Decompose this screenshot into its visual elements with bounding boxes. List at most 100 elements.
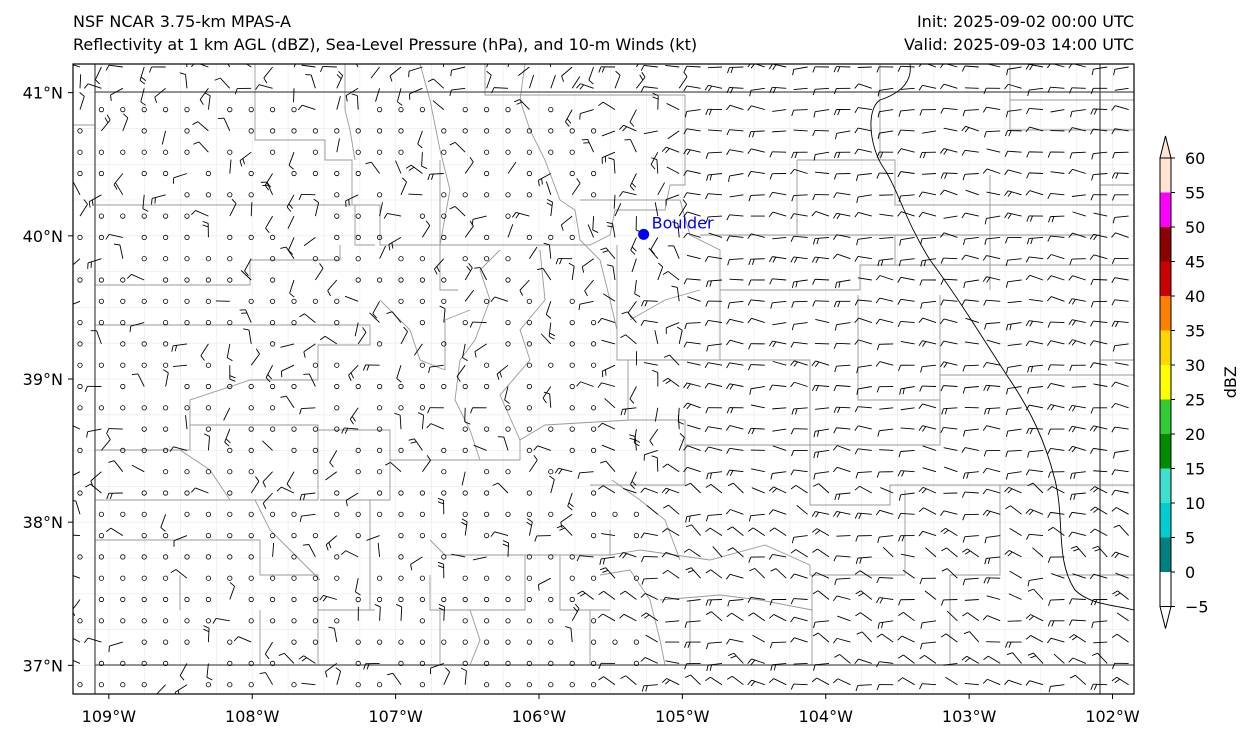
wind-barb bbox=[421, 152, 428, 170]
wind-barb bbox=[747, 679, 765, 687]
calm-wind-marker bbox=[291, 107, 297, 113]
calm-wind-marker bbox=[419, 319, 425, 326]
wind-barb bbox=[876, 471, 894, 478]
wind-barb bbox=[705, 599, 723, 606]
wind-barb bbox=[597, 382, 616, 388]
calm-wind-marker bbox=[505, 426, 511, 432]
wind-barb bbox=[1093, 383, 1108, 387]
wind-barb bbox=[200, 343, 209, 361]
wind-barb bbox=[1089, 233, 1108, 241]
wind-barb bbox=[813, 483, 830, 494]
calm-wind-marker bbox=[483, 298, 490, 304]
calm-wind-marker bbox=[462, 107, 468, 113]
calm-wind-marker bbox=[77, 277, 83, 283]
wind-barb bbox=[214, 77, 231, 89]
calm-wind-marker bbox=[419, 490, 425, 496]
wind-barb bbox=[624, 139, 637, 153]
wind-barb bbox=[747, 427, 765, 435]
calm-wind-marker bbox=[569, 447, 575, 453]
colorbar-tick-label: 50 bbox=[1185, 218, 1205, 237]
wind-barb bbox=[983, 384, 1001, 392]
wind-barb bbox=[918, 340, 937, 347]
wind-barb bbox=[1068, 657, 1086, 664]
wind-barb bbox=[685, 524, 701, 536]
wind-barb bbox=[897, 148, 915, 154]
wind-barb bbox=[683, 402, 701, 410]
calm-wind-marker bbox=[141, 639, 147, 645]
wind-barb bbox=[940, 278, 958, 285]
calm-wind-marker bbox=[227, 575, 233, 581]
wind-barb bbox=[640, 86, 658, 93]
wind-barb bbox=[408, 438, 423, 451]
wind-barb bbox=[811, 211, 830, 217]
calm-wind-marker bbox=[77, 383, 83, 390]
wind-barb bbox=[597, 317, 616, 324]
wind-barb bbox=[898, 258, 915, 267]
wind-barb bbox=[1005, 449, 1022, 458]
wind-barb bbox=[229, 582, 235, 600]
calm-wind-marker bbox=[548, 682, 554, 688]
wind-barb bbox=[355, 578, 361, 596]
calm-wind-marker bbox=[483, 192, 490, 198]
colorbar-tick-label: 0 bbox=[1185, 563, 1195, 582]
wind-barb bbox=[335, 667, 342, 685]
wind-barb bbox=[748, 194, 765, 202]
calm-wind-marker bbox=[248, 511, 254, 517]
wind-barb bbox=[854, 317, 872, 324]
wind-barb bbox=[385, 462, 402, 473]
wind-barb bbox=[262, 440, 273, 451]
calm-wind-marker bbox=[526, 447, 533, 453]
wind-barb bbox=[791, 535, 808, 544]
wind-barb bbox=[1027, 449, 1044, 458]
wind-barb bbox=[1025, 508, 1044, 516]
wind-barb bbox=[940, 107, 958, 114]
calm-wind-marker bbox=[312, 575, 318, 581]
wind-barb bbox=[456, 364, 466, 382]
calm-wind-marker bbox=[441, 192, 447, 198]
wind-barb bbox=[640, 64, 658, 71]
wind-barb bbox=[568, 262, 575, 281]
wind-barb bbox=[73, 181, 81, 196]
wind-barb bbox=[790, 683, 808, 690]
wind-barb bbox=[149, 66, 166, 73]
wind-barb bbox=[581, 258, 594, 273]
wind-barb bbox=[768, 614, 787, 622]
wind-barb bbox=[519, 279, 530, 296]
wind-barb bbox=[796, 505, 808, 515]
calm-wind-marker bbox=[163, 554, 169, 560]
wind-barb bbox=[726, 425, 744, 431]
calm-wind-marker bbox=[462, 596, 468, 603]
wind-barb bbox=[705, 569, 723, 579]
calm-wind-marker bbox=[569, 128, 575, 134]
wind-barb bbox=[1111, 105, 1129, 111]
wind-barb bbox=[1112, 662, 1129, 670]
wind-barb bbox=[965, 317, 979, 324]
calm-wind-marker bbox=[141, 575, 147, 581]
calm-wind-marker bbox=[355, 511, 361, 517]
wind-barb bbox=[1112, 215, 1129, 224]
wind-barb bbox=[726, 318, 744, 325]
wind-barb bbox=[726, 339, 744, 346]
wind-barb bbox=[1046, 637, 1065, 644]
wind-barb bbox=[748, 343, 765, 350]
wind-barb bbox=[131, 464, 145, 473]
wind-barb bbox=[1090, 194, 1108, 201]
wind-barb bbox=[986, 191, 1001, 196]
wind-barb bbox=[619, 590, 637, 600]
wind-barb bbox=[1026, 108, 1044, 115]
wind-barb bbox=[240, 270, 252, 281]
calm-wind-marker bbox=[355, 469, 361, 475]
wind-barb bbox=[748, 279, 765, 286]
wind-barb bbox=[769, 641, 787, 649]
wind-barb bbox=[705, 215, 723, 223]
wind-barb bbox=[726, 149, 744, 156]
wind-barb bbox=[678, 433, 685, 451]
calm-wind-marker bbox=[483, 256, 490, 262]
wind-barb bbox=[299, 513, 316, 523]
wind-barb bbox=[707, 66, 723, 69]
wind-barb bbox=[661, 551, 680, 558]
wind-barb bbox=[301, 64, 316, 68]
wind-barb bbox=[686, 599, 701, 602]
calm-wind-marker bbox=[483, 383, 490, 390]
wind-barb bbox=[507, 224, 514, 238]
